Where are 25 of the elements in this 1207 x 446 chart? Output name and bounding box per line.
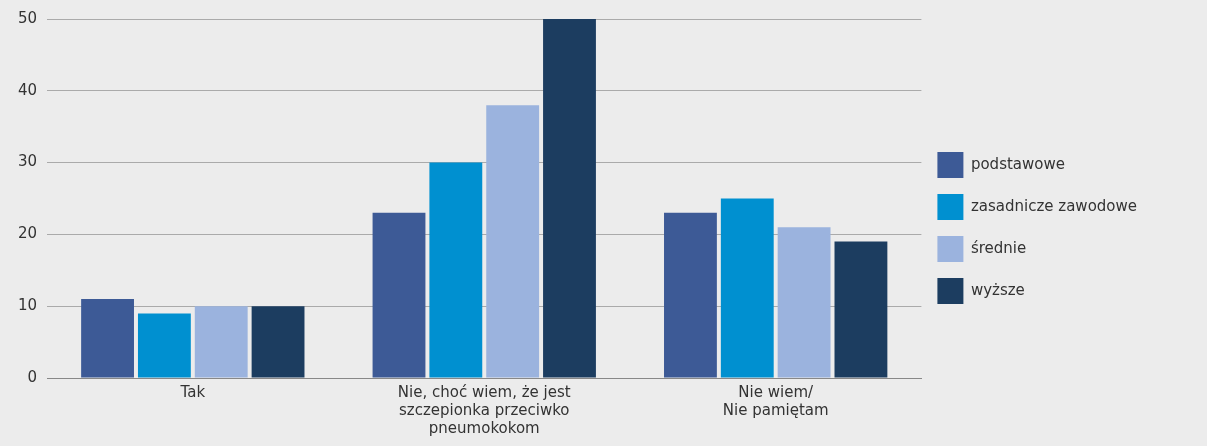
bar — [137, 313, 191, 378]
y-tick-label: 50 — [17, 8, 38, 27]
bar — [543, 19, 596, 378]
y-tick-label: 10 — [17, 296, 38, 315]
legend-label: podstawowe — [970, 154, 1065, 173]
legend-label: zasadnicze zawodowe — [970, 196, 1137, 215]
bar — [664, 212, 717, 378]
bar — [834, 241, 888, 378]
y-tick-label: 40 — [17, 80, 38, 99]
y-tick-label: 0 — [27, 367, 38, 386]
x-tick-label: Nie wiem/ Nie pamiętam — [722, 382, 829, 419]
legend-label: wyższe — [970, 280, 1025, 299]
y-tick-label: 20 — [17, 224, 38, 243]
bar — [372, 212, 426, 378]
bar — [251, 306, 305, 378]
bar — [720, 198, 774, 378]
x-tick-label: Nie, choć wiem, że jest szczepionka przeciwko pneumokokom — [397, 382, 571, 437]
bar — [429, 162, 483, 378]
bar — [777, 227, 831, 378]
legend-label: średnie — [970, 238, 1027, 257]
bar — [194, 306, 248, 378]
y-tick-label: 30 — [17, 152, 38, 171]
bar — [486, 105, 540, 378]
x-tick-label: Tak — [179, 382, 206, 401]
bar — [81, 299, 134, 378]
